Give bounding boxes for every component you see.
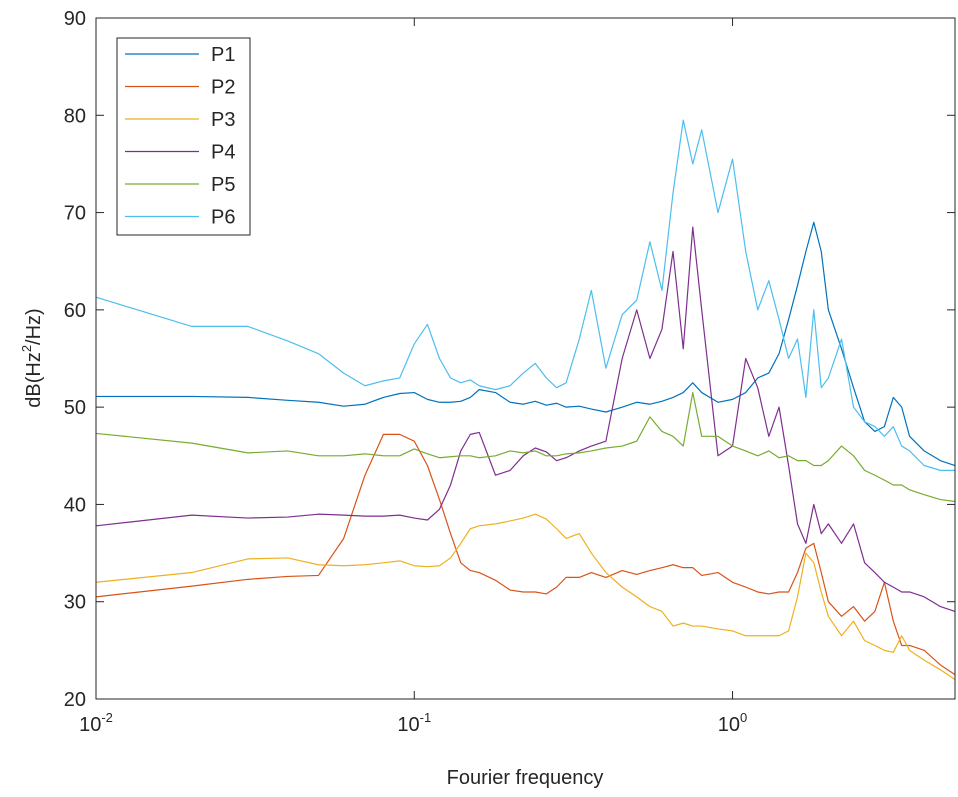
y-tick-label: 90 <box>64 8 86 30</box>
legend-label: P5 <box>211 174 235 196</box>
x-tick-label: 10-1 <box>397 710 431 736</box>
y-tick-label: 20 <box>64 689 86 711</box>
x-axis-label: Fourier frequency <box>447 767 604 789</box>
series-line <box>95 226 956 613</box>
legend-label: P2 <box>211 77 235 99</box>
series-line <box>95 391 956 503</box>
y-tick-label: 70 <box>64 203 86 225</box>
y-tick-label: 80 <box>64 105 86 127</box>
legend-label: P1 <box>211 44 235 66</box>
series-line <box>95 513 956 681</box>
y-tick-label: 50 <box>64 397 86 419</box>
axes-box <box>95 17 956 700</box>
legend-label: P3 <box>211 109 235 131</box>
series-line <box>95 433 956 676</box>
y-axis-label: dB(Hz2/Hz) <box>19 308 45 407</box>
legend-label: P6 <box>211 207 235 229</box>
series-line <box>96 221 956 467</box>
legend-label: P4 <box>211 142 235 164</box>
series-line <box>95 119 955 471</box>
x-tick-label: 100 <box>718 710 747 736</box>
legend-box <box>116 37 251 236</box>
x-tick-label: 10-2 <box>79 710 113 736</box>
y-tick-label: 60 <box>64 300 86 322</box>
y-tick-label: 40 <box>64 494 86 516</box>
y-tick-label: 30 <box>64 592 86 614</box>
